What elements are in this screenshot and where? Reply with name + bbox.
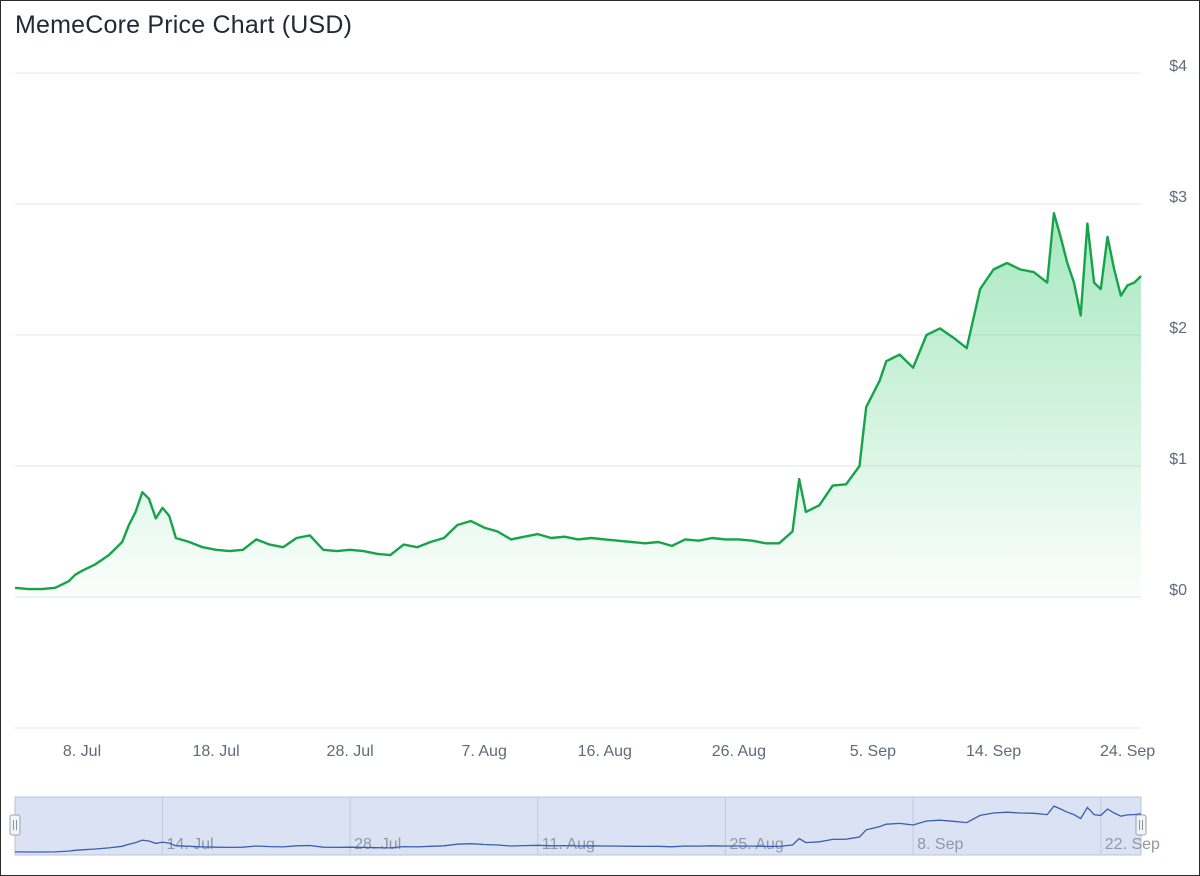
- price-area: [15, 213, 1141, 597]
- y-tick-label: $2: [1169, 320, 1187, 337]
- navigator-right-handle[interactable]: [1135, 814, 1147, 836]
- x-tick-label: 28. Jul: [327, 743, 374, 760]
- x-axis-labels: 8. Jul 18. Jul 28. Jul 7. Aug 16. Aug 26. Aug…: [63, 743, 1155, 760]
- y-tick-label: $3: [1169, 189, 1187, 206]
- price-line: [14, 212, 1142, 591]
- navigator-tick-label: 22. Sep: [1105, 836, 1160, 853]
- x-tick-label: 14. Sep: [966, 743, 1021, 760]
- navigator-tick-label: 14. Jul: [166, 836, 213, 853]
- x-tick-label: 7. Aug: [461, 743, 506, 760]
- y-tick-label: $1: [1169, 451, 1187, 468]
- navigator-tick-label: 25. Aug: [729, 836, 783, 853]
- navigator[interactable]: 14. Jul 28. Jul 11. Aug 25. Aug 8. Sep 22. Se…: [9, 796, 1160, 856]
- y-axis-labels: $4 $3 $2 $1 $0: [1169, 58, 1187, 599]
- navigator-left-handle[interactable]: [9, 814, 21, 836]
- y-tick-label: $4: [1169, 58, 1187, 75]
- navigator-tick-label: 8. Sep: [917, 836, 963, 853]
- x-tick-label: 26. Aug: [712, 743, 766, 760]
- x-tick-label: 8. Jul: [63, 743, 101, 760]
- navigator-tick-label: 28. Jul: [354, 836, 401, 853]
- price-line-group: [14, 212, 1142, 591]
- y-tick-label: $0: [1169, 582, 1187, 599]
- x-tick-label: 24. Sep: [1100, 743, 1155, 760]
- x-tick-label: 16. Aug: [578, 743, 632, 760]
- x-tick-label: 18. Jul: [193, 743, 240, 760]
- navigator-tick-label: 11. Aug: [542, 836, 595, 853]
- chart-title: MemeCore Price Chart (USD): [15, 11, 353, 39]
- price-area-fill: [15, 213, 1141, 597]
- navigator-line: [14, 805, 1142, 853]
- x-tick-label: 5. Sep: [850, 743, 896, 760]
